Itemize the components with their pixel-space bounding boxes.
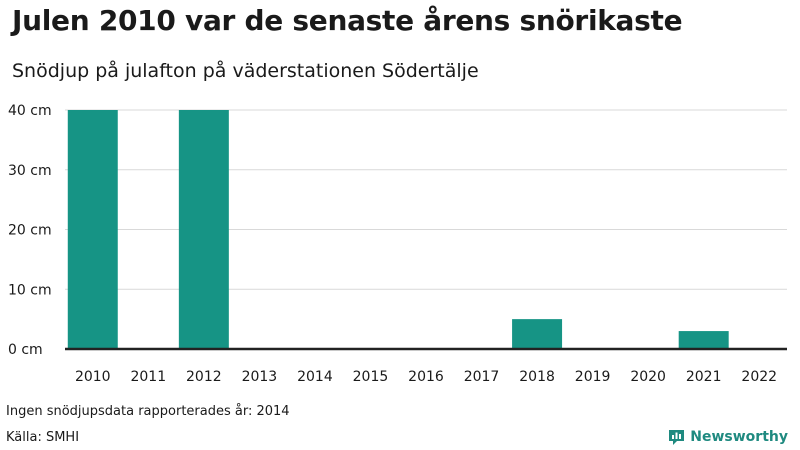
x-axis-ticks: 2010 2011 2012 2013 2014 2015 2016 2017 2018 2019… (75, 369, 777, 385)
chart-title: Julen 2010 var de senaste årens snörikas… (12, 4, 683, 37)
y-tick-label: 40 cm (8, 103, 52, 119)
y-tick-label: 10 cm (8, 282, 52, 298)
y-tick-label: 30 cm (8, 163, 52, 179)
bar-2010 (67, 110, 118, 349)
x-tick-label: 2022 (741, 369, 777, 385)
x-tick-label: 2021 (686, 369, 722, 385)
x-tick-label: 2016 (408, 369, 444, 385)
x-tick-label: 2019 (575, 369, 611, 385)
x-tick-label: 2017 (464, 369, 500, 385)
source-note: Källa: SMHI (6, 430, 80, 445)
chart-subtitle: Snödjup på julafton på väderstationen Sö… (12, 60, 479, 82)
newsworthy-logo: Newsworthy (668, 427, 788, 447)
y-tick-label: 0 cm (8, 342, 43, 358)
x-tick-label: 2014 (297, 369, 333, 385)
x-tick-label: 2010 (75, 369, 111, 385)
bar-2021 (678, 331, 729, 349)
y-tick-label: 20 cm (8, 223, 52, 239)
x-tick-label: 2020 (630, 369, 666, 385)
x-tick-label: 2011 (130, 369, 166, 385)
newsworthy-chart-icon (669, 429, 685, 445)
bar-2012 (178, 110, 229, 349)
x-tick-label: 2015 (353, 369, 389, 385)
bar-2018 (512, 319, 563, 349)
x-tick-label: 2018 (519, 369, 555, 385)
missing-data-note: Ingen snödjupsdata rapporterades år: 201… (6, 404, 290, 419)
brand-name: Newsworthy (690, 429, 788, 445)
y-axis-ticks: 0 cm 10 cm 20 cm 30 cm 40 cm (8, 103, 52, 358)
bars (67, 110, 729, 349)
x-tick-label: 2013 (242, 369, 278, 385)
gridlines (65, 109, 787, 290)
x-tick-label: 2012 (186, 369, 222, 385)
